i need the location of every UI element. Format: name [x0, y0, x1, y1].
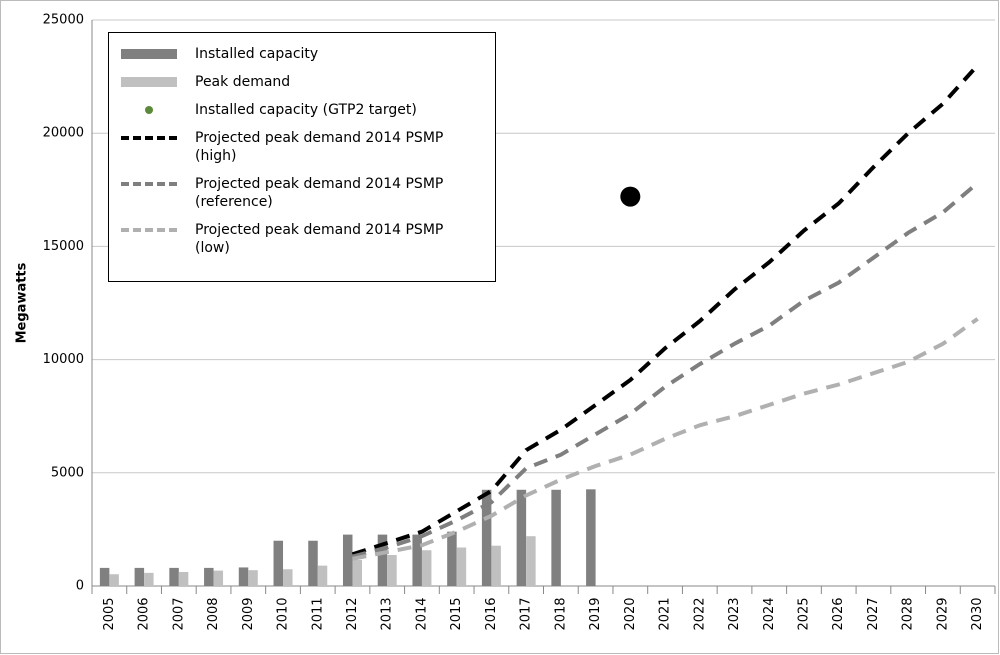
bar — [412, 534, 422, 586]
bar — [308, 540, 318, 586]
x-tick-label: 2023 — [727, 597, 742, 630]
x-tick-label: 2021 — [658, 597, 673, 630]
x-tick-label: 2028 — [901, 597, 916, 630]
x-tick-label: 2012 — [345, 597, 360, 630]
x-tick-label: 2019 — [588, 597, 603, 630]
bar — [377, 534, 388, 586]
line — [351, 181, 979, 559]
legend-swatch — [121, 129, 177, 147]
x-tick-label: 2018 — [553, 597, 568, 630]
x-tick-label: 2009 — [241, 597, 256, 630]
legend-label: Projected peak demand 2014 PSMP (high) — [195, 130, 444, 164]
bar — [342, 534, 353, 586]
bar — [516, 489, 527, 586]
y-tick-label: 5000 — [51, 465, 84, 480]
legend-swatch — [121, 45, 177, 63]
legend-item: Projected peak demand 2014 PSMP (low) — [121, 221, 485, 257]
legend-swatch — [121, 101, 177, 119]
x-tick-label: 2030 — [970, 597, 985, 630]
bar — [213, 570, 224, 586]
bar — [273, 540, 284, 586]
bar — [248, 570, 258, 586]
legend-label: Peak demand — [195, 74, 291, 90]
legend-label: Installed capacity — [195, 46, 319, 62]
legend-item: Peak demand — [121, 73, 485, 91]
bar — [134, 567, 145, 586]
bar — [109, 574, 119, 586]
bar — [586, 489, 596, 586]
x-tick-label: 2020 — [623, 597, 638, 630]
x-tick-label: 2011 — [310, 597, 325, 630]
x-tick-label: 2005 — [102, 597, 117, 630]
legend-item: Installed capacity — [121, 45, 485, 63]
x-tick-label: 2025 — [796, 597, 811, 630]
x-tick-label: 2007 — [171, 597, 186, 630]
point — [620, 186, 641, 207]
y-tick-label: 10000 — [43, 352, 84, 367]
x-tick-label: 2022 — [692, 597, 707, 630]
bar — [144, 572, 154, 586]
x-tick-label: 2010 — [276, 597, 291, 630]
bar — [387, 554, 397, 586]
bar — [421, 550, 432, 586]
bar — [491, 545, 501, 586]
legend-swatch — [121, 175, 177, 193]
x-tick-label: 2013 — [380, 597, 395, 630]
bar — [447, 531, 457, 586]
bar — [238, 567, 249, 586]
x-tick-label: 2029 — [935, 597, 950, 630]
line — [352, 317, 979, 561]
y-tick-label: 20000 — [43, 126, 84, 141]
bar — [204, 567, 214, 586]
x-tick-label: 2016 — [484, 597, 499, 630]
x-tick-label: 2015 — [449, 597, 464, 630]
bar — [352, 559, 362, 586]
x-tick-label: 2024 — [762, 597, 777, 630]
legend-label: Projected peak demand 2014 PSMP (referen… — [195, 176, 444, 210]
bar — [456, 547, 467, 586]
bar — [526, 536, 536, 586]
legend-item: Projected peak demand 2014 PSMP (high) — [121, 129, 485, 165]
line — [351, 63, 980, 557]
y-axis-label: Megawatts — [15, 262, 30, 343]
bar — [178, 571, 189, 586]
bar — [169, 567, 179, 586]
bar — [551, 489, 561, 586]
bar — [99, 567, 110, 586]
x-tick-label: 2008 — [206, 597, 221, 630]
legend-label: Installed capacity (GTP2 target) — [195, 102, 417, 118]
y-tick-label: 15000 — [43, 239, 84, 254]
y-tick-label: 0 — [76, 579, 84, 594]
x-tick-label: 2006 — [137, 597, 152, 630]
bar — [481, 489, 492, 586]
legend-label: Projected peak demand 2014 PSMP (low) — [195, 222, 444, 256]
x-tick-label: 2017 — [519, 597, 534, 630]
bar — [317, 565, 328, 586]
x-tick-label: 2027 — [866, 597, 881, 630]
legend-swatch — [121, 221, 177, 239]
bar — [283, 569, 293, 586]
legend-swatch — [121, 73, 177, 91]
y-tick-label: 25000 — [43, 13, 84, 28]
x-tick-label: 2026 — [831, 597, 846, 630]
legend: Installed capacity Peak demand Installed c… — [108, 32, 496, 282]
legend-item: Projected peak demand 2014 PSMP (referen… — [121, 175, 485, 211]
x-tick-label: 2014 — [414, 597, 429, 630]
legend-item: Installed capacity (GTP2 target) — [121, 101, 485, 119]
